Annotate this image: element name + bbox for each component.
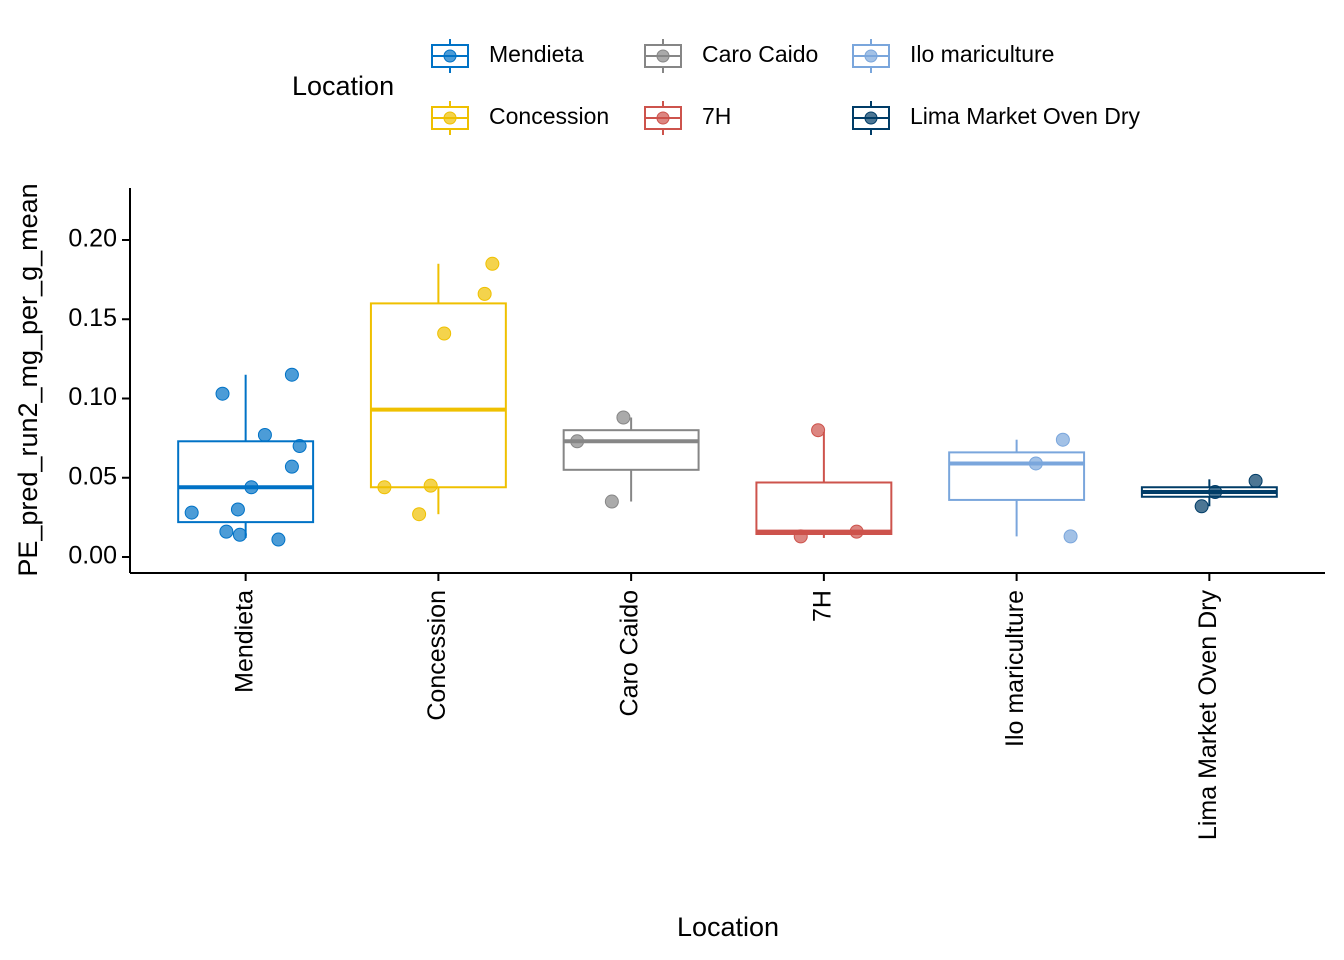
x-tick-label: 7H (808, 590, 836, 622)
point (244, 480, 259, 495)
point (423, 478, 438, 493)
point (1028, 456, 1043, 471)
point (1208, 485, 1223, 500)
legend-key (864, 49, 878, 63)
point (232, 527, 247, 542)
legend-label: 7H (702, 103, 731, 129)
point (271, 532, 286, 547)
point (219, 524, 234, 539)
point (485, 256, 500, 271)
legend-label: Lima Market Oven Dry (910, 103, 1141, 129)
x-axis-title: Location (677, 912, 779, 942)
point (1194, 499, 1209, 514)
box (369, 302, 507, 489)
point (849, 524, 864, 539)
point (257, 427, 272, 442)
point (377, 480, 392, 495)
point (570, 434, 585, 449)
point (284, 459, 299, 474)
point (215, 386, 230, 401)
box (562, 429, 700, 471)
point (230, 502, 245, 517)
point (1055, 432, 1070, 447)
y-axis-title: PE_pred_run2_mg_per_g_mean (13, 183, 43, 576)
legend-key (443, 111, 457, 125)
point (616, 410, 631, 425)
legend-label: Ilo mariculture (910, 41, 1054, 67)
point (1063, 529, 1078, 544)
y-tick-label: 0.00 (68, 542, 117, 570)
y-tick-label: 0.15 (68, 304, 117, 332)
y-tick-label: 0.10 (68, 383, 117, 411)
x-tick-label: Ilo mariculture (1001, 590, 1029, 747)
point (284, 367, 299, 382)
box (177, 440, 315, 524)
y-tick-label: 0.20 (68, 225, 117, 253)
point (412, 507, 427, 522)
legend-key (443, 49, 457, 63)
y-tick-label: 0.05 (68, 462, 117, 490)
point (811, 423, 826, 438)
point (292, 439, 307, 454)
x-tick-label: Concession (423, 590, 451, 721)
box (948, 451, 1086, 501)
legend-label: Caro Caido (702, 41, 818, 67)
point (184, 505, 199, 520)
x-tick-label: Lima Market Oven Dry (1194, 590, 1222, 841)
legend-key (656, 49, 670, 63)
point (793, 529, 808, 544)
legend-label: Mendieta (489, 41, 584, 67)
point (437, 326, 452, 341)
legend-key (656, 111, 670, 125)
point (604, 494, 619, 509)
box (755, 481, 893, 536)
x-tick-label: Caro Caido (616, 590, 644, 716)
legend-key (864, 111, 878, 125)
x-tick-label: Mendieta (230, 590, 258, 693)
legend-title: Location (292, 71, 394, 101)
point (1248, 473, 1263, 488)
legend-label: Concession (489, 103, 609, 129)
point (477, 286, 492, 301)
